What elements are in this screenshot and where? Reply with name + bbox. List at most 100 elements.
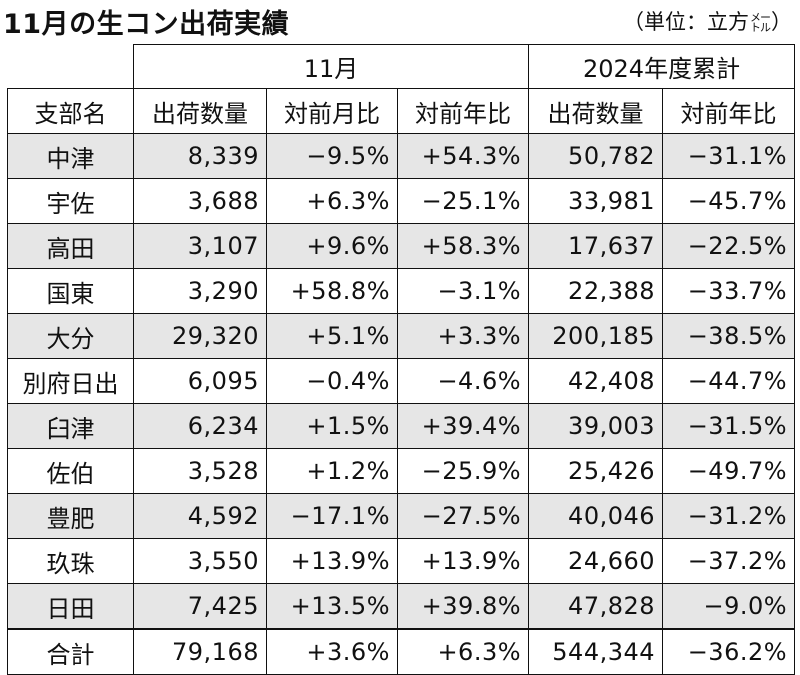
- volume-cell: 3,290: [133, 268, 267, 314]
- cum-yoy-cell: −45.7%: [662, 178, 796, 224]
- cum-volume-cell: 200,185: [528, 313, 664, 359]
- unit-note: （単位：立方メー トル）: [623, 6, 792, 36]
- cum-volume-cell: 17,637: [528, 223, 664, 269]
- yoy-cell: −27.5%: [396, 493, 530, 539]
- mom-cell: +6.3%: [266, 178, 398, 224]
- total-cum-volume: 544,344: [528, 628, 664, 675]
- mom-cell: +1.2%: [266, 448, 398, 494]
- branch-name-cell: 別府日出: [7, 358, 134, 404]
- volume-cell: 7,425: [133, 583, 267, 630]
- yoy-cell: −25.9%: [396, 448, 530, 494]
- total-volume: 79,168: [133, 628, 267, 675]
- col-header-branch: 支部名: [7, 88, 134, 134]
- volume-cell: 3,528: [133, 448, 267, 494]
- mom-cell: +9.6%: [266, 223, 398, 269]
- yoy-cell: +13.9%: [396, 538, 530, 584]
- table-row: 佐伯 3,528 +1.2% −25.9% 25,426 −49.7%: [7, 448, 796, 494]
- yoy-cell: −25.1%: [396, 178, 530, 224]
- table-row: 高田 3,107 +9.6% +58.3% 17,637 −22.5%: [7, 223, 796, 269]
- cum-yoy-cell: −44.7%: [662, 358, 796, 404]
- branch-name-cell: 中津: [7, 133, 134, 179]
- column-header-row: 支部名 出荷数量 対前月比 対前年比 出荷数量 対前年比: [7, 88, 796, 134]
- total-cum-yoy: −36.2%: [662, 628, 796, 675]
- cum-volume-cell: 47,828: [528, 583, 664, 630]
- unit-suffix: ）: [771, 10, 792, 34]
- unit-prefix: （単位：立方: [623, 10, 749, 34]
- group-header-month: 11月: [132, 44, 530, 89]
- mom-cell: −9.5%: [266, 133, 398, 179]
- table-row: 玖珠 3,550 +13.9% +13.9% 24,660 −37.2%: [7, 538, 796, 584]
- volume-cell: 6,095: [133, 358, 267, 404]
- shipment-table: 11月 2024年度累計 支部名 出荷数量 対前月比 対前年比 出荷数量 対前年…: [7, 44, 796, 675]
- cum-volume-cell: 39,003: [528, 403, 664, 449]
- cum-volume-cell: 22,388: [528, 268, 664, 314]
- cum-yoy-cell: −31.5%: [662, 403, 796, 449]
- mom-cell: +5.1%: [266, 313, 398, 359]
- branch-name-cell: 大分: [7, 313, 134, 359]
- cum-volume-cell: 33,981: [528, 178, 664, 224]
- volume-cell: 3,688: [133, 178, 267, 224]
- cum-volume-cell: 24,660: [528, 538, 664, 584]
- group-header-cumulative: 2024年度累計: [528, 44, 796, 89]
- mom-cell: +1.5%: [266, 403, 398, 449]
- total-label: 合計: [7, 628, 134, 675]
- mom-cell: −17.1%: [266, 493, 398, 539]
- cum-yoy-cell: −49.7%: [662, 448, 796, 494]
- cum-yoy-cell: −9.0%: [662, 583, 796, 630]
- mom-cell: −0.4%: [266, 358, 398, 404]
- cum-volume-cell: 50,782: [528, 133, 664, 179]
- volume-cell: 3,550: [133, 538, 267, 584]
- table-row: 日田 7,425 +13.5% +39.8% 47,828 −9.0%: [7, 583, 796, 630]
- group-header-row: 11月 2024年度累計: [7, 44, 796, 89]
- volume-cell: 29,320: [133, 313, 267, 359]
- mom-cell: +13.5%: [266, 583, 398, 630]
- corner-cell: [7, 44, 134, 89]
- cum-yoy-cell: −31.1%: [662, 133, 796, 179]
- table-row: 臼津 6,234 +1.5% +39.4% 39,003 −31.5%: [7, 403, 796, 449]
- cum-yoy-cell: −33.7%: [662, 268, 796, 314]
- cum-yoy-cell: −38.5%: [662, 313, 796, 359]
- branch-name-cell: 佐伯: [7, 448, 134, 494]
- table-row: 別府日出 6,095 −0.4% −4.6% 42,408 −44.7%: [7, 358, 796, 404]
- yoy-cell: +58.3%: [396, 223, 530, 269]
- col-header-cum-volume: 出荷数量: [528, 88, 664, 134]
- volume-cell: 6,234: [133, 403, 267, 449]
- col-header-cum-yoy: 対前年比: [662, 88, 796, 134]
- mom-cell: +13.9%: [266, 538, 398, 584]
- unit-small-glyph: メー トル: [750, 11, 771, 34]
- branch-name-cell: 豊肥: [7, 493, 134, 539]
- branch-name-cell: 高田: [7, 223, 134, 269]
- volume-cell: 4,592: [133, 493, 267, 539]
- cum-volume-cell: 40,046: [528, 493, 664, 539]
- branch-name-cell: 臼津: [7, 403, 134, 449]
- yoy-cell: +54.3%: [396, 133, 530, 179]
- total-row: 合計 79,168 +3.6% +6.3% 544,344 −36.2%: [7, 628, 796, 675]
- table-row: 宇佐 3,688 +6.3% −25.1% 33,981 −45.7%: [7, 178, 796, 224]
- cum-volume-cell: 25,426: [528, 448, 664, 494]
- branch-name-cell: 国東: [7, 268, 134, 314]
- table-row: 中津 8,339 −9.5% +54.3% 50,782 −31.1%: [7, 133, 796, 179]
- col-header-volume: 出荷数量: [133, 88, 267, 134]
- yoy-cell: −4.6%: [396, 358, 530, 404]
- cum-volume-cell: 42,408: [528, 358, 664, 404]
- volume-cell: 3,107: [133, 223, 267, 269]
- cum-yoy-cell: −31.2%: [662, 493, 796, 539]
- page-title: 11月の生コン出荷実績: [3, 9, 290, 40]
- yoy-cell: −3.1%: [396, 268, 530, 314]
- total-yoy: +6.3%: [396, 628, 530, 675]
- cum-yoy-cell: −37.2%: [662, 538, 796, 584]
- branch-name-cell: 玖珠: [7, 538, 134, 584]
- volume-cell: 8,339: [133, 133, 267, 179]
- branch-name-cell: 日田: [7, 583, 134, 630]
- table-row: 国東 3,290 +58.8% −3.1% 22,388 −33.7%: [7, 268, 796, 314]
- cum-yoy-cell: −22.5%: [662, 223, 796, 269]
- branch-name-cell: 宇佐: [7, 178, 134, 224]
- yoy-cell: +3.3%: [396, 313, 530, 359]
- table-row: 豊肥 4,592 −17.1% −27.5% 40,046 −31.2%: [7, 493, 796, 539]
- col-header-yoy: 対前年比: [396, 88, 530, 134]
- col-header-mom: 対前月比: [266, 88, 398, 134]
- yoy-cell: +39.4%: [396, 403, 530, 449]
- yoy-cell: +39.8%: [396, 583, 530, 630]
- table-row: 大分 29,320 +5.1% +3.3% 200,185 −38.5%: [7, 313, 796, 359]
- mom-cell: +58.8%: [266, 268, 398, 314]
